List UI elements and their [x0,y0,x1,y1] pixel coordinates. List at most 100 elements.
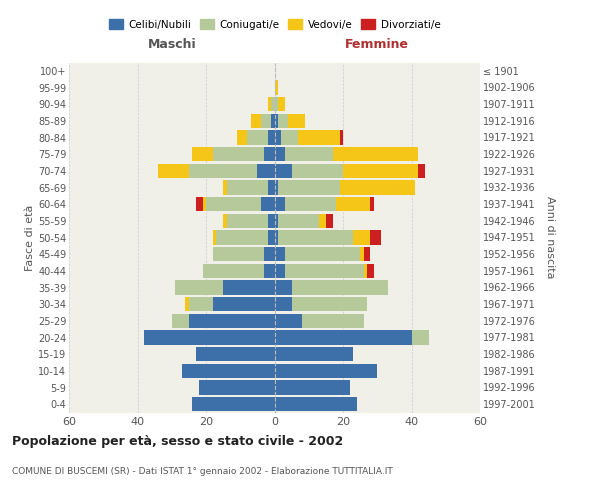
Bar [268,214,275,228]
Bar [281,130,298,144]
Text: Popolazione per età, sesso e stato civile - 2002: Popolazione per età, sesso e stato civil… [12,435,343,448]
Bar [292,280,388,294]
Y-axis label: Anni di nascita: Anni di nascita [545,196,555,278]
Bar [278,97,285,112]
Bar [275,247,285,261]
Bar [268,97,271,112]
Bar [261,197,275,211]
Bar [412,330,428,344]
Bar [196,197,203,211]
Bar [268,230,275,244]
Bar [285,147,333,161]
Bar [275,197,285,211]
Bar [418,164,425,178]
Bar [275,164,292,178]
Bar [275,147,285,161]
Legend: Celibi/Nubili, Coniugati/e, Vedovi/e, Divorziati/e: Celibi/Nubili, Coniugati/e, Vedovi/e, Di… [104,15,445,34]
Bar [285,264,364,278]
Bar [275,130,281,144]
Bar [292,297,367,311]
Bar [223,180,227,194]
Bar [285,197,336,211]
Bar [275,114,278,128]
Text: Maschi: Maschi [148,38,196,51]
Bar [275,364,377,378]
Bar [275,214,278,228]
Bar [364,264,367,278]
Bar [268,130,275,144]
Bar [145,330,275,344]
Bar [257,164,275,178]
Bar [278,230,353,244]
Bar [319,214,326,228]
Bar [216,230,268,244]
Bar [364,247,370,261]
Bar [326,214,333,228]
Bar [278,114,288,128]
Bar [175,280,223,294]
Bar [158,164,189,178]
Bar [213,297,275,311]
Bar [343,164,418,178]
Bar [189,314,275,328]
Bar [189,164,257,178]
Bar [275,230,278,244]
Bar [333,147,418,161]
Bar [288,114,305,128]
Bar [353,230,370,244]
Bar [213,230,216,244]
Bar [185,297,189,311]
Bar [275,180,278,194]
Bar [203,197,206,211]
Bar [370,197,374,211]
Bar [227,214,268,228]
Bar [247,130,268,144]
Bar [367,264,374,278]
Bar [193,397,275,411]
Text: Femmine: Femmine [345,38,409,51]
Bar [275,380,350,394]
Bar [275,264,285,278]
Bar [206,197,261,211]
Bar [302,314,364,328]
Text: COMUNE DI BUSCEMI (SR) - Dati ISTAT 1° gennaio 2002 - Elaborazione TUTTITALIA.IT: COMUNE DI BUSCEMI (SR) - Dati ISTAT 1° g… [12,468,393,476]
Bar [360,247,364,261]
Bar [336,197,370,211]
Bar [213,247,264,261]
Bar [340,180,415,194]
Bar [275,280,292,294]
Bar [275,80,278,94]
Bar [196,347,275,361]
Y-axis label: Fasce di età: Fasce di età [25,204,35,270]
Bar [275,347,353,361]
Bar [271,114,275,128]
Bar [370,230,380,244]
Bar [203,264,264,278]
Bar [292,164,343,178]
Bar [227,180,268,194]
Bar [275,314,302,328]
Bar [278,180,340,194]
Bar [237,130,247,144]
Bar [193,147,213,161]
Bar [189,297,213,311]
Bar [275,330,412,344]
Bar [275,397,356,411]
Bar [172,314,189,328]
Bar [268,180,275,194]
Bar [213,147,264,161]
Bar [278,214,319,228]
Bar [264,264,275,278]
Bar [271,97,275,112]
Bar [264,147,275,161]
Bar [275,297,292,311]
Bar [275,97,278,112]
Bar [182,364,275,378]
Bar [251,114,261,128]
Bar [261,114,271,128]
Bar [285,247,360,261]
Bar [223,214,227,228]
Bar [298,130,340,144]
Bar [264,247,275,261]
Bar [199,380,275,394]
